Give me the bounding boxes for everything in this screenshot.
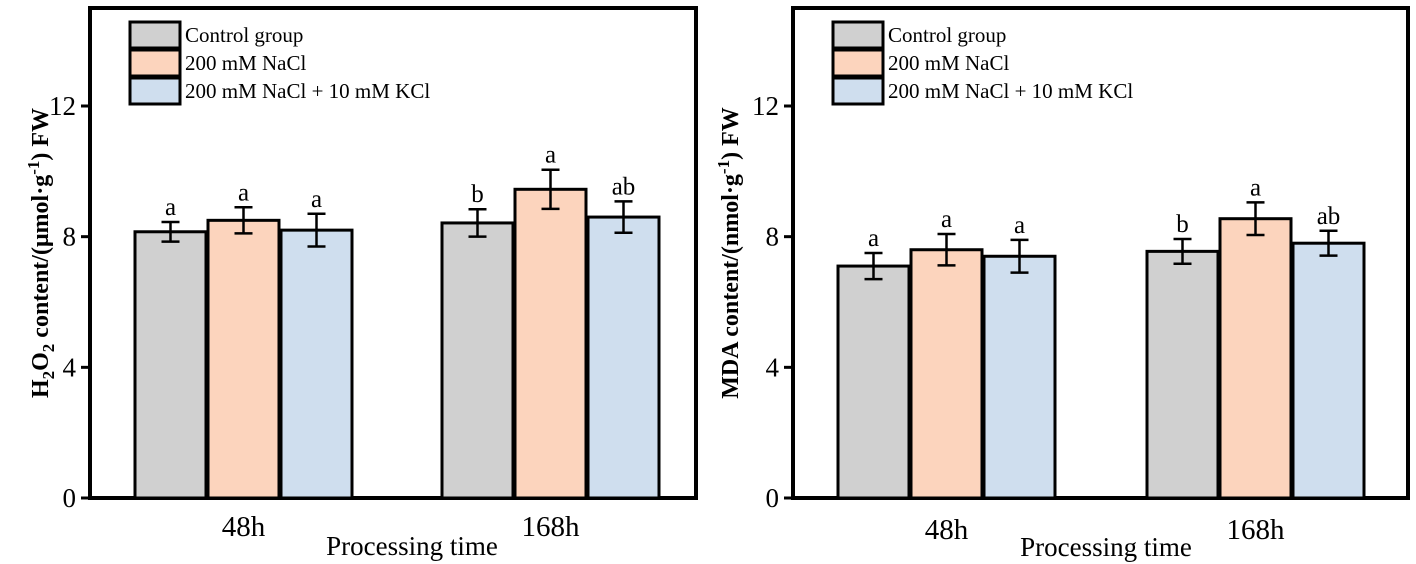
bar-3-168h <box>586 215 661 500</box>
legend: Control group 200 mM NaCl 200 mM NaCl + 10… <box>831 20 1133 106</box>
y-tick-label: 0 <box>63 483 77 513</box>
bar-1-168h <box>440 221 515 500</box>
significance-label: b <box>471 181 484 208</box>
significance-label: a <box>1250 174 1261 201</box>
legend-swatch <box>128 48 182 78</box>
x-axis-label: Processing time <box>326 531 498 561</box>
legend-swatch <box>128 20 182 50</box>
legend-label: 200 mM NaCl <box>185 51 307 75</box>
y-tick-label: 0 <box>766 483 780 513</box>
chart-panel-1: 0 4 8 12 a a a 48h b a ab 168h Processing time H2O2 c… <box>24 6 698 561</box>
bar-3-48h <box>279 228 354 500</box>
significance-label: a <box>311 186 322 213</box>
legend-swatch <box>831 20 885 50</box>
bar-3-48h <box>982 254 1057 500</box>
significance-label: a <box>545 142 556 169</box>
legend-label: Control group <box>185 23 303 47</box>
legend-label: 200 mM NaCl + 10 mM KCl <box>888 79 1133 103</box>
plot-frame <box>88 6 698 500</box>
bar-1-48h <box>836 264 911 500</box>
y-tick-label: 4 <box>766 352 780 382</box>
chart-panel-2: 0 4 8 12 a a a 48h b a ab 168h Processing time MDA co… <box>714 6 1410 562</box>
x-category-label: 168h <box>522 511 581 543</box>
bar-2-48h <box>909 248 984 500</box>
significance-label: a <box>238 179 249 206</box>
significance-label: ab <box>612 173 636 200</box>
y-tick-label: 4 <box>63 352 77 382</box>
legend: Control group 200 mM NaCl 200 mM NaCl + 10… <box>128 20 430 106</box>
significance-label: a <box>868 225 879 252</box>
x-category-label: 48h <box>925 514 969 546</box>
significance-label: a <box>165 194 176 221</box>
legend-label: 200 mM NaCl + 10 mM KCl <box>185 79 430 103</box>
y-axis-label: H2O2 content/(μmol·g-1) FW <box>24 108 58 398</box>
bar-2-168h <box>1218 217 1293 500</box>
y-axis-label: MDA content/(nmol·g-1) FW <box>714 107 744 398</box>
bar-2-48h <box>206 218 281 500</box>
significance-label: ab <box>1317 203 1341 230</box>
y-tick-label: 12 <box>49 91 76 121</box>
plot-frame <box>791 6 1410 500</box>
bar-1-48h <box>133 230 208 500</box>
bar-1-168h <box>1145 249 1220 500</box>
legend-label: 200 mM NaCl <box>888 51 1010 75</box>
legend-swatch <box>831 76 885 106</box>
bar-2-168h <box>513 187 588 500</box>
y-tick-label: 8 <box>63 222 77 252</box>
bar-3-168h <box>1291 241 1366 500</box>
legend-swatch <box>831 48 885 78</box>
y-tick-label: 8 <box>766 222 780 252</box>
y-tick-label: 12 <box>752 91 779 121</box>
x-category-label: 168h <box>1227 514 1286 546</box>
legend-swatch <box>128 76 182 106</box>
significance-label: a <box>941 206 952 233</box>
x-axis-label: Processing time <box>1020 532 1192 562</box>
significance-label: b <box>1176 211 1189 238</box>
legend-label: Control group <box>888 23 1006 47</box>
significance-label: a <box>1014 212 1025 239</box>
x-category-label: 48h <box>222 511 266 543</box>
